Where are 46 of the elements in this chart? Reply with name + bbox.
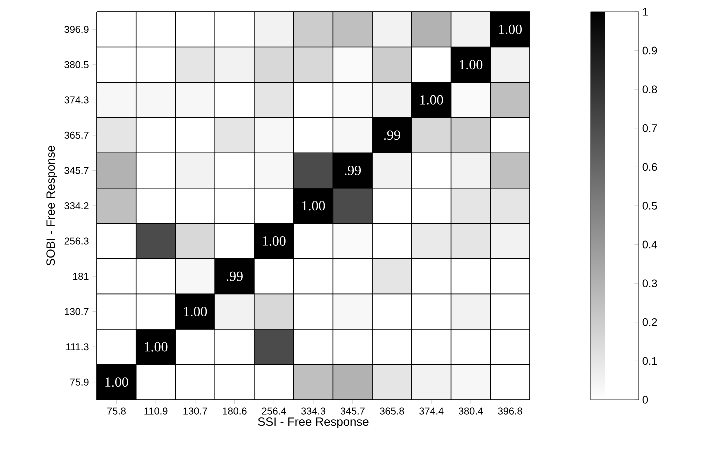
x-axis-title: SSI - Free Response — [258, 418, 369, 428]
data-label: .99 — [345, 166, 362, 176]
color-bar-label: 0.6 — [642, 163, 658, 172]
y-tick-label: 75.9 — [70, 378, 89, 386]
data-label: 1.00 — [460, 60, 483, 70]
y-tick-label: 396.9 — [64, 26, 89, 34]
x-tick-label: 396.8 — [498, 408, 522, 415]
x-tick-label: 380.4 — [458, 408, 484, 415]
color-bar-label: 0.9 — [642, 46, 658, 55]
y-tick-label: 181 — [73, 273, 89, 280]
x-tick-label: 180.6 — [223, 408, 247, 415]
y-tick-label: 374.3 — [64, 96, 89, 104]
data-label: 1.00 — [184, 307, 208, 317]
data-label: 1.00 — [145, 342, 168, 352]
data-label: .99 — [384, 130, 400, 140]
x-tick-label: 110.9 — [144, 408, 168, 415]
y-tick-label: 365.7 — [64, 132, 89, 139]
x-tick-label: 374.4 — [420, 408, 444, 415]
y-tick-label: 130.7 — [65, 308, 89, 316]
x-tick-label: 75.8 — [108, 408, 126, 415]
y-tick-label: 111.3 — [66, 344, 89, 351]
data-label: 1.00 — [106, 378, 128, 388]
y-tick-label: 334.2 — [64, 202, 89, 210]
data-label: 1.00 — [263, 236, 286, 246]
x-tick-label: 334.3 — [301, 408, 326, 415]
x-tick-label: 365.8 — [380, 408, 404, 415]
y-tick-label: 256.3 — [64, 238, 89, 245]
y-tick-label: 380.5 — [64, 61, 89, 68]
x-tick-label: 130.7 — [184, 408, 208, 415]
y-tick-label: 345.7 — [64, 167, 89, 174]
color-bar-label: 0.3 — [642, 280, 658, 288]
y-axis-title: SOBI - Free Response — [46, 146, 58, 266]
data-label: 1.00 — [499, 24, 522, 34]
color-bar-label: 0.2 — [642, 318, 658, 326]
color-bar-label: 0.7 — [642, 124, 658, 132]
color-bar-label: 0 — [642, 396, 648, 404]
color-bar-label: 0.5 — [642, 202, 658, 210]
x-tick-label: 256.4 — [262, 408, 286, 415]
color-bar-label: 0.8 — [642, 86, 658, 94]
data-label: .99 — [226, 272, 243, 282]
data-label: 1.00 — [302, 201, 326, 211]
data-label: 1.00 — [420, 95, 444, 105]
color-bar-label: 1 — [643, 8, 648, 16]
x-tick-label: 345.7 — [340, 408, 365, 415]
color-bar-label: 0.4 — [642, 240, 658, 249]
color-bar-label: 0.1 — [642, 357, 658, 366]
